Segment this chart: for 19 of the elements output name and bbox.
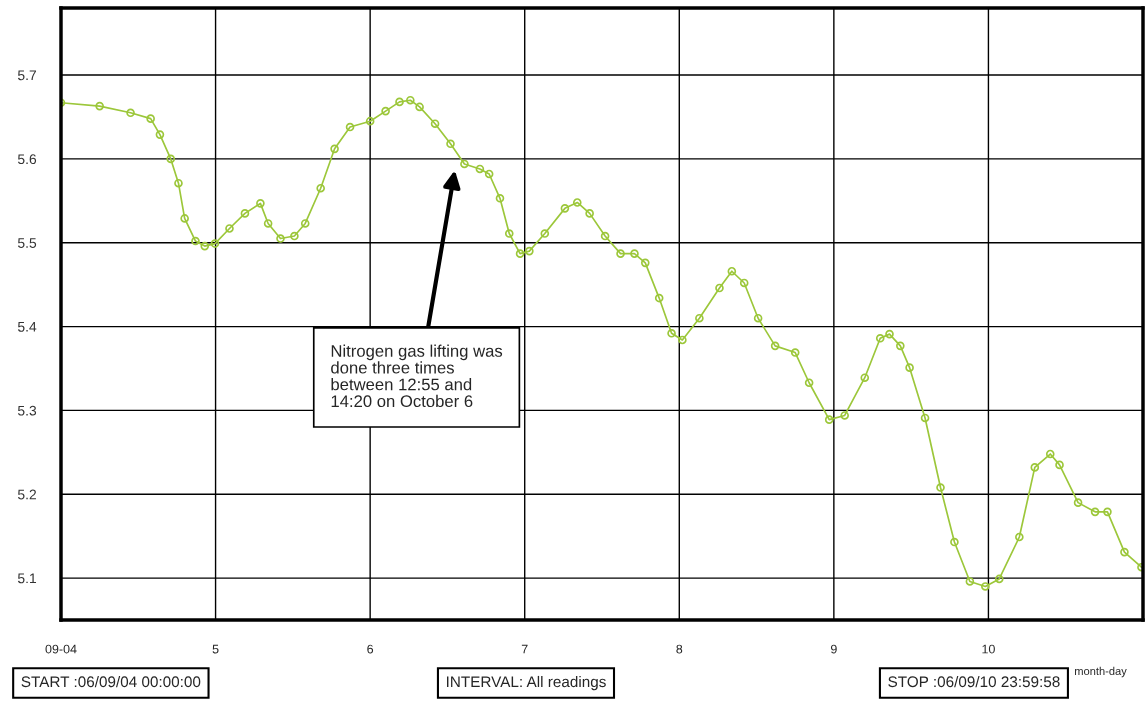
text: START :06/09/04 00:00:00 xyxy=(21,675,201,688)
annotation: Nitrogen gas lifting was done three times between 12:55 and 14:20 on October 6 xyxy=(331,344,503,408)
x-tick-label: 5 xyxy=(212,644,219,654)
x-tick-label: 09-04 xyxy=(45,644,77,654)
x-tick-label: 7 xyxy=(521,644,528,654)
x-tick-label: 8 xyxy=(676,644,683,654)
y-tick-label: 5.4 xyxy=(17,322,37,332)
text: INTERVAL: All readings xyxy=(446,675,606,691)
y-tick-label: 5.1 xyxy=(17,573,37,584)
x-tick-label: 10 xyxy=(982,644,995,654)
y-tick-label: 5.2 xyxy=(17,489,36,500)
y-tick-label: 5.5 xyxy=(17,238,37,248)
text: STOP :06/09/10 23:59:58 xyxy=(888,675,1060,688)
x-axis-title: month-day xyxy=(1075,666,1127,678)
y-tick-label: 5.3 xyxy=(17,405,37,416)
x-tick-label: 9 xyxy=(830,644,837,654)
y-tick-label: 5.7 xyxy=(17,70,36,81)
y-tick-label: 5.6 xyxy=(17,154,37,165)
x-tick-label: 6 xyxy=(367,644,374,654)
